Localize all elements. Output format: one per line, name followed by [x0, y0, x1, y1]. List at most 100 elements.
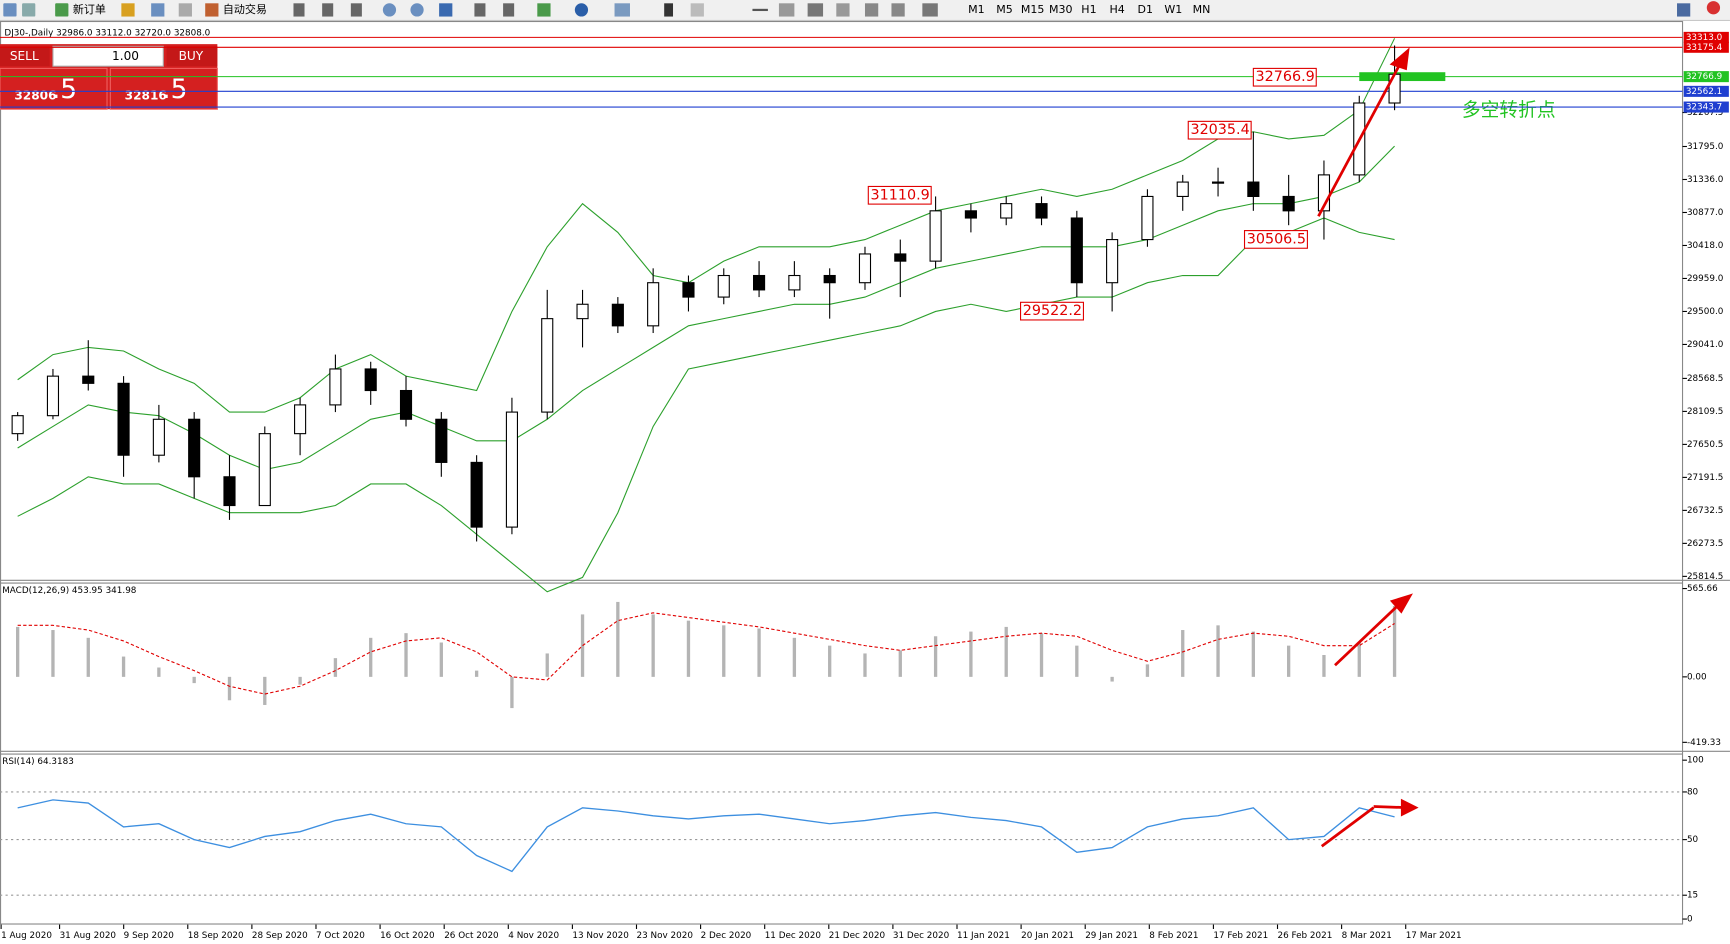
- x-tick-label: 26 Oct 2020: [444, 931, 499, 941]
- level-tag: [1683, 101, 1729, 113]
- timeframe-button[interactable]: W1: [1164, 3, 1182, 16]
- macd-bar: [298, 676, 302, 685]
- macd-bar: [1145, 664, 1150, 677]
- sell-price-box[interactable]: [0, 67, 108, 110]
- macd-bar: [263, 676, 267, 705]
- y-tick-label: 27650.5: [1687, 440, 1723, 450]
- candle-body: [1176, 181, 1189, 198]
- x-tick-label: 26 Feb 2021: [1278, 931, 1333, 941]
- x-tick-label: 8 Feb 2021: [1149, 931, 1198, 941]
- chart-frame: [0, 20, 1684, 925]
- y-tick-label: 29500.0: [1687, 307, 1724, 317]
- annotation-box: [1187, 120, 1252, 140]
- level-label: 32766.9: [1686, 72, 1722, 82]
- timeframe-button[interactable]: MN: [1193, 3, 1211, 16]
- macd-bar: [722, 625, 726, 677]
- macd-bar: [1322, 655, 1326, 677]
- macd-bar: [51, 630, 55, 677]
- timeframe-button[interactable]: M1: [968, 3, 985, 16]
- x-tick-label: 7 Oct 2020: [316, 931, 365, 941]
- candle-body: [576, 303, 589, 320]
- candle-body: [364, 368, 377, 392]
- macd-bar: [1075, 645, 1079, 677]
- candle-body: [223, 476, 236, 507]
- macd-bar: [545, 653, 549, 677]
- macd-bar: [1286, 645, 1291, 677]
- candle-body: [505, 411, 518, 528]
- candle-body: [399, 389, 413, 420]
- y-tick-label: 32267.5: [1687, 108, 1723, 118]
- lots-value[interactable]: 1.00: [112, 49, 139, 63]
- macd-bar: [898, 650, 902, 677]
- buy-price-tail: .5: [162, 74, 187, 105]
- new-order-button[interactable]: 新订单: [73, 2, 106, 16]
- candle-body: [823, 274, 836, 284]
- x-tick-label: 13 Nov 2020: [572, 931, 629, 941]
- y-tick-label: 30418.0: [1687, 241, 1724, 251]
- macd-bar: [510, 676, 514, 709]
- timeframe-button[interactable]: M15: [1021, 3, 1045, 16]
- macd-bar: [1392, 605, 1397, 677]
- level-tag: [1683, 31, 1729, 43]
- x-tick-label: 17 Feb 2021: [1213, 931, 1268, 941]
- candle-body: [152, 418, 165, 456]
- candle-body: [1070, 217, 1083, 284]
- macd-bar: [686, 620, 691, 677]
- macd-bar: [1181, 630, 1185, 677]
- timeframe-button[interactable]: M5: [996, 3, 1013, 16]
- level-label: 33313.0: [1686, 33, 1723, 43]
- sell-button[interactable]: [0, 46, 50, 67]
- buy-button[interactable]: [166, 46, 218, 67]
- macd-bar: [1251, 631, 1256, 677]
- macd-bar: [192, 676, 196, 684]
- lots-input[interactable]: [52, 45, 164, 67]
- turning-point-note: 多空转折点: [1462, 99, 1556, 121]
- annotation-box: [1020, 301, 1084, 321]
- candle-body: [894, 253, 907, 262]
- candle-body: [435, 418, 448, 463]
- candle-body: [329, 368, 342, 406]
- drawn-arrows: [1317, 47, 1419, 848]
- x-tick-label: 11 Jan 2021: [957, 931, 1010, 941]
- sell-price-tail: .5: [52, 74, 77, 105]
- macd-title: MACD(12,26,9) 453.95 341.98: [2, 586, 136, 596]
- x-tick-label: 23 Nov 2020: [636, 931, 693, 941]
- level-label: 32343.7: [1686, 103, 1722, 113]
- annotation-box: [1252, 67, 1317, 87]
- bollinger-band: [17, 145, 1395, 471]
- macd-bar: [616, 601, 620, 677]
- x-tick-label: 31 Dec 2020: [893, 931, 950, 941]
- macd-bar: [474, 670, 479, 677]
- y-tick-label: 0: [1687, 915, 1693, 925]
- timeframe-button[interactable]: D1: [1137, 3, 1152, 16]
- candle-body: [46, 375, 60, 417]
- candle-body: [117, 382, 130, 456]
- sell-label[interactable]: SELL: [10, 49, 39, 63]
- auto-trade-button[interactable]: 自动交易: [223, 2, 267, 16]
- macd-bar: [757, 628, 761, 677]
- macd-bar: [333, 658, 338, 677]
- candle-body: [788, 274, 801, 291]
- macd-bar: [863, 653, 867, 677]
- x-tick-label: 17 Mar 2021: [1406, 931, 1462, 941]
- x-tick-label: 29 Jan 2021: [1085, 931, 1138, 941]
- candle-body: [1141, 195, 1154, 241]
- candle-body: [682, 282, 695, 298]
- candle-body: [717, 274, 730, 298]
- x-tick-label: 31 Aug 2020: [60, 931, 117, 941]
- y-tick-label: 100: [1687, 756, 1704, 766]
- y-tick-label: 29959.0: [1687, 274, 1724, 284]
- macd-bar: [651, 614, 655, 677]
- timeframe-button[interactable]: H1: [1081, 3, 1096, 16]
- y-tick-label: 25814.5: [1687, 572, 1723, 582]
- buy-price-box[interactable]: [109, 67, 218, 110]
- y-tick-label: 27191.5: [1687, 473, 1723, 483]
- buy-label[interactable]: BUY: [179, 49, 204, 63]
- candle-body: [541, 318, 554, 413]
- y-tick-label: 50: [1687, 835, 1699, 845]
- timeframe-button[interactable]: H4: [1109, 3, 1124, 16]
- x-tick-label: 9 Sep 2020: [124, 931, 175, 941]
- macd-bar: [1039, 633, 1044, 677]
- level-marker: [1359, 72, 1446, 82]
- timeframe-button[interactable]: M30: [1049, 3, 1073, 16]
